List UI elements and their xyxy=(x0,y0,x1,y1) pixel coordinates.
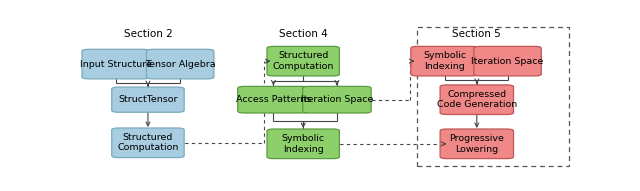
Text: Section 5: Section 5 xyxy=(452,29,501,39)
FancyBboxPatch shape xyxy=(267,46,339,76)
FancyBboxPatch shape xyxy=(112,128,184,158)
FancyBboxPatch shape xyxy=(411,46,478,76)
Text: Symbolic
Indexing: Symbolic Indexing xyxy=(423,51,466,71)
Text: Input Structure: Input Structure xyxy=(80,60,152,69)
Text: Symbolic
Indexing: Symbolic Indexing xyxy=(282,134,324,154)
FancyBboxPatch shape xyxy=(147,49,214,79)
FancyBboxPatch shape xyxy=(303,86,371,113)
Text: Tensor Algebra: Tensor Algebra xyxy=(145,60,216,69)
Text: Access Patterns: Access Patterns xyxy=(236,95,311,104)
FancyBboxPatch shape xyxy=(440,85,513,114)
Text: Compressed
Code Generation: Compressed Code Generation xyxy=(436,90,517,109)
Text: Iteration Space: Iteration Space xyxy=(472,57,544,66)
FancyBboxPatch shape xyxy=(237,86,309,113)
Text: Structured
Computation: Structured Computation xyxy=(117,133,179,152)
FancyBboxPatch shape xyxy=(267,129,339,159)
FancyBboxPatch shape xyxy=(474,46,541,76)
Text: Iteration Space: Iteration Space xyxy=(301,95,373,104)
FancyBboxPatch shape xyxy=(440,129,513,159)
FancyBboxPatch shape xyxy=(112,87,184,112)
Text: Section 4: Section 4 xyxy=(279,29,328,39)
Text: StructTensor: StructTensor xyxy=(118,95,178,104)
FancyBboxPatch shape xyxy=(82,49,150,79)
Text: Section 2: Section 2 xyxy=(124,29,172,39)
Text: Progressive
Lowering: Progressive Lowering xyxy=(449,134,504,154)
Text: Structured
Computation: Structured Computation xyxy=(273,51,334,71)
